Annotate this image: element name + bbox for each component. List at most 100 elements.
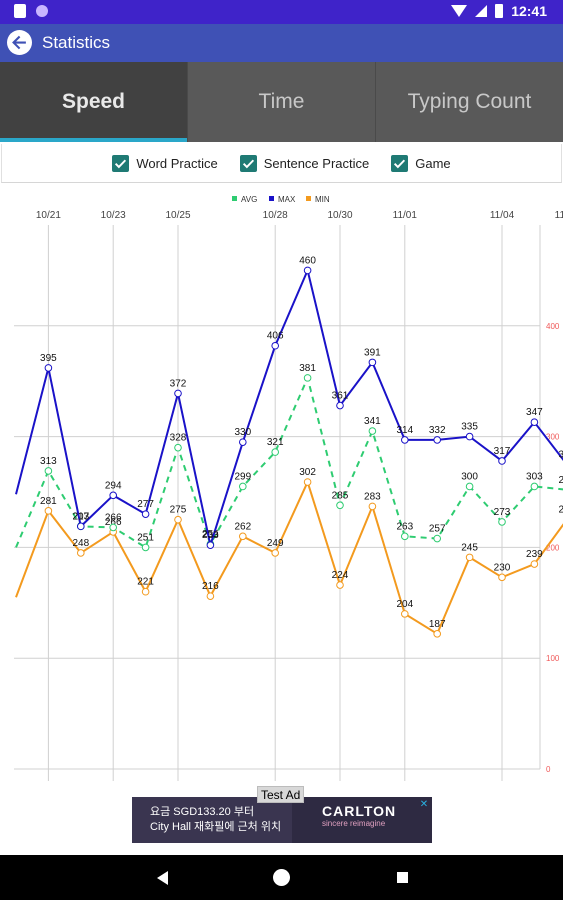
series-line-max: [15, 267, 563, 550]
x-tick-label: 10/21: [36, 210, 61, 221]
x-tick-label: 10/25: [165, 210, 190, 221]
ad-line-2: City Hall 재화필에 근처 위치: [150, 821, 282, 833]
clock: 12:41: [511, 3, 547, 19]
data-point-min: [206, 592, 215, 600]
nav-home-icon[interactable]: [273, 869, 290, 886]
data-point-min: [433, 630, 442, 638]
data-point-max: [433, 436, 442, 444]
nav-recents-icon[interactable]: [397, 872, 408, 883]
legend-swatch: [232, 196, 237, 201]
x-tick-label: 10/23: [101, 210, 126, 221]
signal-icon: [475, 5, 488, 17]
data-point-avg: [271, 448, 280, 456]
data-label: 216: [202, 581, 219, 592]
data-point-max: [530, 418, 539, 426]
data-label: 251: [137, 532, 154, 543]
ad-text[interactable]: 요금 SGD133.20 부터 City Hall 재화필에 근처 위치: [132, 797, 292, 843]
legend-swatch: [306, 196, 311, 201]
nav-back-icon[interactable]: [157, 871, 168, 885]
filter-label: Word Practice: [136, 155, 218, 171]
data-label: 328: [170, 433, 187, 444]
data-label: 187: [429, 619, 446, 630]
app-bar: Statistics: [0, 24, 563, 62]
filter-bar: Word Practice Sentence Practice Game: [1, 144, 562, 183]
status-bar: 12:41: [0, 0, 563, 24]
data-point-max: [401, 436, 409, 444]
legend-label: AVG: [241, 195, 257, 204]
ad-brand-panel[interactable]: CARLTON sincere reimagine: [294, 797, 432, 843]
data-point-min: [271, 549, 280, 557]
data-point-min: [174, 515, 182, 524]
arrow-left-icon: [12, 35, 26, 50]
data-label: 460: [299, 255, 316, 266]
back-button[interactable]: [7, 30, 32, 55]
y-tick-label: 200: [546, 543, 560, 552]
data-label: 313: [40, 456, 57, 467]
data-point-avg: [433, 534, 442, 543]
data-label: 381: [299, 363, 316, 374]
data-label: 263: [396, 521, 413, 532]
data-label: 230: [494, 562, 511, 573]
data-label: 335: [461, 422, 478, 433]
data-label: 294: [105, 480, 122, 491]
ad-close-icon[interactable]: ✕: [419, 799, 429, 810]
data-point-max: [174, 389, 182, 398]
data-label: 372: [170, 378, 187, 389]
checkbox-checked-icon[interactable]: [391, 154, 409, 172]
x-tick-label: 11/04: [490, 210, 515, 221]
x-tick-label: 11/06: [555, 210, 563, 221]
filter-sentence-practice[interactable]: Sentence Practice: [239, 154, 370, 172]
y-tick-label: 400: [546, 322, 560, 331]
data-label: 221: [137, 577, 154, 588]
data-label: 266: [105, 512, 122, 523]
data-label: 207: [72, 511, 89, 522]
data-point-min: [401, 610, 409, 618]
data-point-avg: [368, 427, 377, 435]
data-label: 283: [364, 491, 381, 502]
line-chart: 0 100 200 300 400 10/21 10/23 10/25 10/28 10/30 11…: [14, 195, 563, 781]
data-label: 275: [170, 505, 187, 516]
data-point-avg: [498, 518, 506, 526]
data-point-min: [498, 573, 506, 582]
speed-chart: 0 100 200 300 400 10/21 10/23 10/25 10/28 10/30 11…: [0, 185, 563, 795]
data-point-min: [141, 587, 150, 596]
data-point-avg: [44, 467, 53, 475]
data-label: 275: [558, 505, 563, 516]
data-label: 406: [267, 331, 284, 342]
x-tick-label: 10/30: [327, 210, 352, 221]
data-label: 347: [526, 407, 543, 418]
data-label: 249: [267, 538, 284, 549]
data-point-min: [44, 507, 53, 515]
filter-label: Sentence Practice: [263, 155, 370, 171]
ad-tagline: sincere reimagine: [322, 819, 386, 828]
data-label: 277: [137, 499, 154, 510]
tab-speed[interactable]: Speed: [0, 62, 187, 142]
data-point-min: [530, 560, 539, 568]
data-label: 395: [40, 353, 57, 364]
data-point-max: [239, 438, 247, 446]
data-point-min: [77, 549, 85, 557]
data-label: 262: [234, 521, 251, 532]
checkbox-checked-icon[interactable]: [112, 154, 130, 172]
data-label: 248: [72, 538, 89, 549]
data-label: 299: [558, 475, 563, 486]
data-label: 204: [396, 599, 413, 610]
data-label: 273: [494, 507, 511, 518]
page-title: Statistics: [42, 33, 111, 52]
tab-time[interactable]: Time: [187, 62, 375, 142]
series-line-min: [15, 479, 563, 636]
data-point-min: [303, 478, 312, 486]
filter-game[interactable]: Game: [391, 154, 451, 172]
data-label: 302: [299, 467, 316, 478]
data-label: 239: [526, 549, 543, 560]
data-label: 255: [202, 529, 219, 540]
ad-banner[interactable]: 요금 SGD133.20 부터 City Hall 재화필에 근처 위치 CAR…: [132, 797, 432, 843]
filter-label: Game: [415, 155, 451, 171]
data-point-max: [141, 510, 150, 518]
tab-typing-count[interactable]: Typing Count: [375, 62, 563, 142]
filter-word-practice[interactable]: Word Practice: [112, 154, 218, 172]
system-nav-bar: [0, 855, 563, 900]
data-point-max: [465, 432, 474, 441]
data-label: 281: [40, 496, 57, 507]
checkbox-checked-icon[interactable]: [239, 154, 257, 172]
